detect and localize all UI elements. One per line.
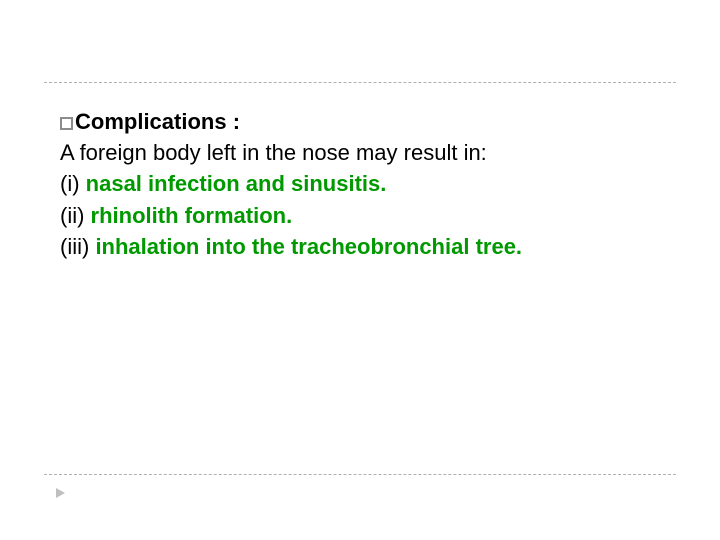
heading-suffix: : [227, 109, 240, 134]
arrow-right-icon [56, 488, 65, 498]
subtitle-line: A foreign body left in the nose may resu… [60, 137, 660, 168]
divider-bottom [44, 474, 676, 475]
bullet-square-icon [60, 117, 73, 130]
heading-label: Complications [75, 109, 227, 134]
list-item: (iii) inhalation into the tracheobronchi… [60, 231, 660, 262]
item-text: inhalation into the tracheobronchial tre… [95, 234, 522, 259]
slide: Complications : A foreign body left in t… [0, 0, 720, 540]
item-prefix: (iii) [60, 234, 95, 259]
divider-top [44, 82, 676, 83]
list-item: (i) nasal infection and sinusitis. [60, 168, 660, 199]
list-item: (ii) rhinolith formation. [60, 200, 660, 231]
content-block: Complications : A foreign body left in t… [60, 106, 660, 262]
subtitle-text: A foreign body left in the nose may resu… [60, 140, 487, 165]
item-prefix: (i) [60, 171, 86, 196]
item-text: rhinolith formation. [91, 203, 293, 228]
item-prefix: (ii) [60, 203, 91, 228]
heading-line: Complications : [60, 106, 660, 137]
item-text: nasal infection and sinusitis. [86, 171, 387, 196]
